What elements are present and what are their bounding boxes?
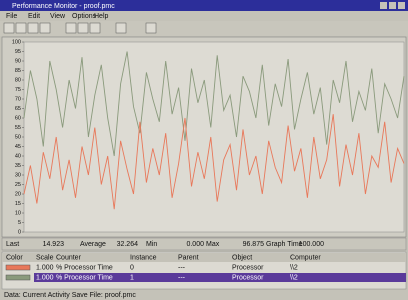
y-tick-label: 15 xyxy=(15,201,21,207)
maximize-button[interactable] xyxy=(389,2,396,9)
column-header: Instance xyxy=(130,254,157,261)
y-tick-label: 70 xyxy=(15,96,21,102)
menu-item[interactable]: Options xyxy=(72,13,97,20)
stat-label: Max xyxy=(206,241,220,248)
legend-cell: --- xyxy=(178,274,186,281)
y-tick-label: 40 xyxy=(15,153,21,159)
stat-value: 0.000 xyxy=(186,241,204,248)
y-tick-label: 65 xyxy=(15,106,21,112)
window: Performance Monitor - proof.pmc File Edit… xyxy=(0,0,408,300)
y-tick-label: 50 xyxy=(15,134,21,140)
legend-cell: Processor xyxy=(232,264,264,271)
column-header: Color xyxy=(6,254,23,261)
tool-button[interactable] xyxy=(4,23,14,33)
legend-cell: % Processor Time xyxy=(56,264,113,271)
page: { "window": {"title": "Performance Monit… xyxy=(0,0,408,300)
minimize-button[interactable] xyxy=(380,2,387,9)
y-tick-label: 60 xyxy=(15,115,21,121)
stat-value: 14.923 xyxy=(43,241,65,248)
menu-item[interactable]: Edit xyxy=(28,13,40,20)
stat-value: 96.875 xyxy=(243,241,265,248)
window-title: Performance Monitor - proof.pmc xyxy=(12,3,115,10)
legend-cell: % Processor Time xyxy=(56,274,113,281)
legend-cell: 1.000 xyxy=(36,274,54,281)
stat-value: 32.264 xyxy=(117,241,139,248)
y-tick-label: 85 xyxy=(15,68,21,74)
stat-label: Min xyxy=(146,241,157,248)
y-tick-label: 0 xyxy=(18,229,21,235)
tool-button[interactable] xyxy=(90,23,100,33)
legend-cell: 1 xyxy=(130,274,134,281)
menu-item[interactable]: File xyxy=(6,13,17,20)
legend-cell: 0 xyxy=(130,264,134,271)
legend-row[interactable]: 1.000% Processor Time 1 --- Processor \\2 xyxy=(6,273,406,282)
color-swatch xyxy=(6,265,30,270)
legend-cell: 1.000 xyxy=(36,264,54,271)
y-tick-label: 75 xyxy=(15,87,21,93)
y-tick-label: 20 xyxy=(15,191,21,197)
legend-cell: \\2 xyxy=(290,274,298,281)
y-tick-label: 30 xyxy=(15,172,21,178)
tool-button[interactable] xyxy=(116,23,126,33)
tool-button[interactable] xyxy=(40,23,50,33)
close-button[interactable] xyxy=(398,2,405,9)
y-tick-label: 100 xyxy=(12,39,21,45)
tool-button[interactable] xyxy=(28,23,38,33)
menu-item[interactable]: View xyxy=(50,13,66,20)
column-header: Parent xyxy=(178,254,199,261)
y-tick-label: 45 xyxy=(15,144,21,150)
stat-label: Graph Time xyxy=(266,241,303,248)
y-tick-label: 80 xyxy=(15,77,21,83)
stat-label: Last xyxy=(6,241,19,248)
y-tick-label: 95 xyxy=(15,49,21,55)
status-text: Data: Current Activity Save File: proof.… xyxy=(4,292,136,299)
tool-button[interactable] xyxy=(146,23,156,33)
toolbar xyxy=(0,21,408,36)
column-header: Scale xyxy=(36,254,54,261)
y-tick-label: 55 xyxy=(15,125,21,131)
column-header: Object xyxy=(232,254,252,261)
tool-button[interactable] xyxy=(78,23,88,33)
legend-cell: --- xyxy=(178,264,186,271)
y-tick-label: 25 xyxy=(15,182,21,188)
y-tick-label: 10 xyxy=(15,210,21,216)
tool-button[interactable] xyxy=(16,23,26,33)
y-tick-label: 35 xyxy=(15,163,21,169)
legend-cell: Processor xyxy=(232,274,264,281)
color-swatch xyxy=(6,275,30,280)
legend-cell: \\2 xyxy=(290,264,298,271)
menu-item[interactable]: Help xyxy=(94,13,109,20)
y-tick-label: 90 xyxy=(15,58,21,64)
stat-value: 100.000 xyxy=(299,241,324,248)
column-header: Counter xyxy=(56,254,82,261)
tool-button[interactable] xyxy=(66,23,76,33)
column-header: Computer xyxy=(290,254,321,261)
stat-label: Average xyxy=(80,241,106,248)
y-tick-label: 5 xyxy=(18,220,21,226)
